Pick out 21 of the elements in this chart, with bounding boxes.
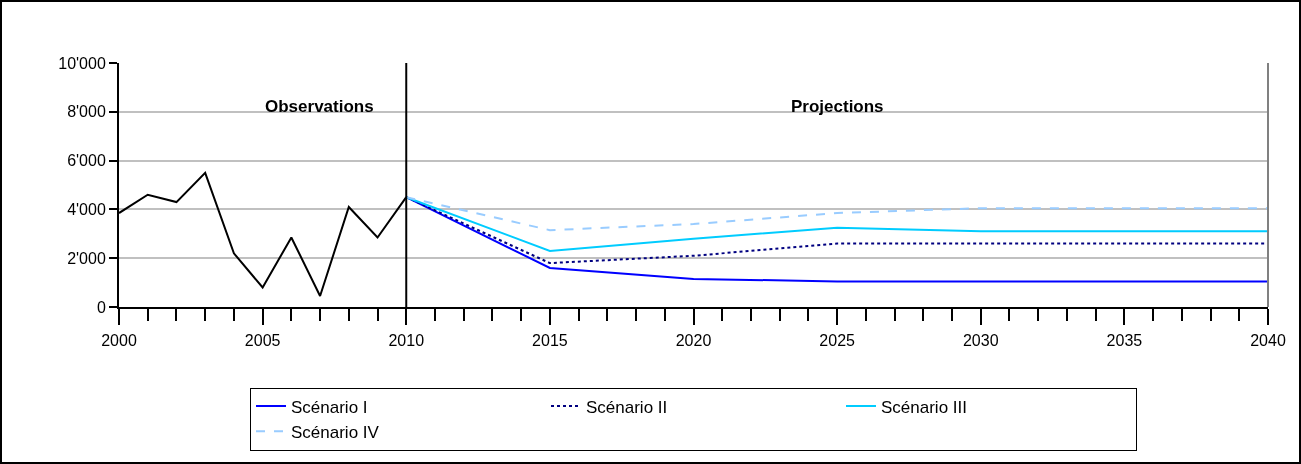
y-tick-label: 10'000 — [58, 54, 106, 72]
legend-label: Scénario IV — [291, 422, 380, 442]
annotation: Projections — [791, 97, 884, 116]
x-tick-label: 2005 — [244, 332, 281, 350]
x-tick-label: 2015 — [532, 332, 568, 350]
x-tick-label: 2025 — [819, 332, 856, 350]
x-tick-label: 2035 — [1106, 332, 1143, 350]
y-tick-label: 0 — [96, 298, 106, 316]
legend-label: Scénario II — [586, 397, 668, 417]
x-tick-label: 2040 — [1250, 332, 1286, 350]
legend-label: Scénario III — [881, 397, 967, 417]
y-tick-label: 4'000 — [67, 201, 106, 218]
y-tick-label: 2'000 — [67, 249, 106, 267]
x-tick-label: 2010 — [388, 332, 425, 350]
y-tick-label: 8'000 — [67, 103, 106, 121]
x-tick-label: 2030 — [962, 332, 999, 350]
annotation: Observations — [265, 97, 374, 116]
x-tick-label: 2000 — [101, 332, 137, 350]
y-tick-label: 6'000 — [67, 152, 106, 170]
legend-label: Scénario I — [291, 397, 368, 417]
x-tick-label: 2020 — [675, 332, 712, 350]
